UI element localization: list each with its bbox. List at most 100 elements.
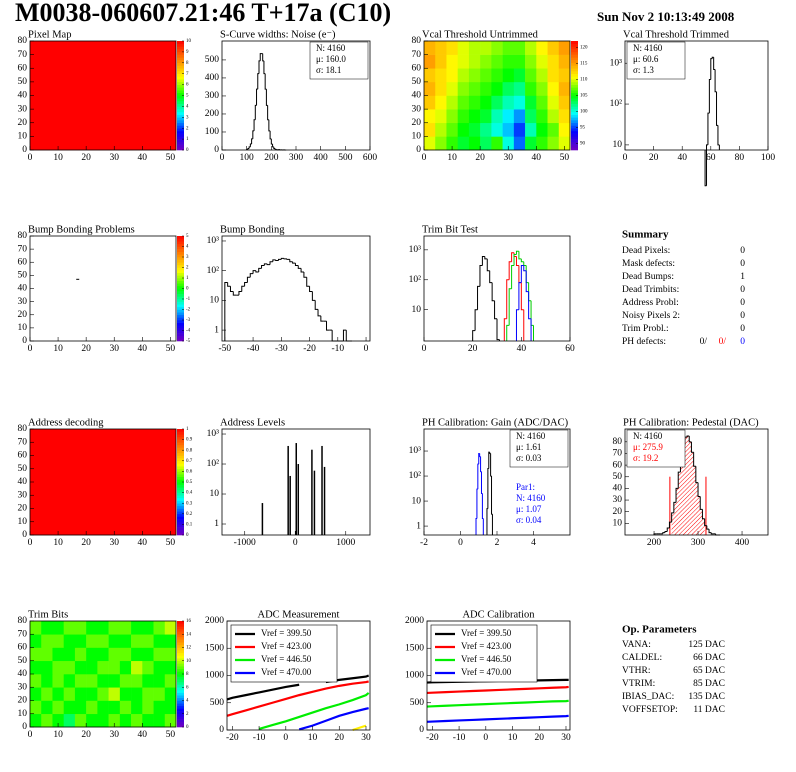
stats-line: μ: 160.0 <box>316 54 346 64</box>
histogram-bin <box>491 476 493 515</box>
colorbar-strip <box>177 495 184 499</box>
heat-cell <box>547 95 560 110</box>
y-tick-label: 70 <box>18 437 28 447</box>
colorbar-strip <box>177 338 184 342</box>
colorbar-strip <box>177 65 184 69</box>
colorbar-label: 0 <box>186 725 189 730</box>
colorbar-label: 5 <box>186 234 189 239</box>
histogram-bin <box>314 300 319 310</box>
histogram-bin <box>506 279 510 319</box>
histogram-bin <box>695 466 699 484</box>
heat-cell <box>468 54 481 69</box>
histogram-bin <box>520 282 524 311</box>
colorbar-strip <box>177 511 184 515</box>
colorbar-strip <box>571 51 578 55</box>
y-tick-label: 10 <box>210 489 220 499</box>
heat-cell <box>52 634 64 648</box>
heat-cell <box>446 95 458 110</box>
heat-cell <box>41 660 53 675</box>
y-tick-label: 50 <box>18 271 28 281</box>
colorbar-strip <box>177 503 184 507</box>
x-tick-label: 400 <box>314 153 329 163</box>
colorbar-strip <box>177 674 184 677</box>
x-tick-label: 0 <box>422 344 427 354</box>
panel-title: S-Curve widths: Noise (e⁻) <box>220 29 336 40</box>
heat-cell <box>502 41 515 55</box>
heat-cell <box>119 713 132 728</box>
colorbar-strip <box>177 442 184 446</box>
x-tick-label: 30 <box>109 538 119 548</box>
heat-cell <box>547 109 560 124</box>
summary-value: 0 <box>740 259 745 269</box>
colorbar-label: 0.6 <box>186 470 193 475</box>
heat-cell <box>52 687 64 701</box>
colorbar-strip <box>177 62 184 66</box>
histogram-bin <box>508 288 512 326</box>
stats-line: σ: 0.03 <box>516 453 542 463</box>
fit-fill <box>691 452 694 535</box>
colorbar-strip <box>177 676 184 680</box>
colorbar-strip <box>177 439 184 443</box>
y-tick-label: 10 <box>412 132 422 142</box>
parameter-value: 65 DAC <box>693 666 725 676</box>
heat-cell <box>97 713 109 728</box>
summary-value: 0 <box>740 246 745 256</box>
heat-cell <box>63 674 76 688</box>
summary-value: 0/ <box>700 337 708 347</box>
fit-fill <box>698 496 701 535</box>
x-tick-label: 0 <box>623 153 628 163</box>
y-tick-label: 20 <box>18 504 28 514</box>
colorbar-strip <box>177 455 184 459</box>
heat-cell <box>74 674 87 688</box>
heat-cell <box>435 81 447 96</box>
colorbar-label: 6 <box>186 685 189 690</box>
y-tick-label: 500 <box>205 55 220 65</box>
summary-label: Dead Bumps: <box>622 272 674 282</box>
heat-cell <box>30 660 42 675</box>
x-tick-label: 50 <box>166 538 176 548</box>
colorbar-strip <box>177 139 184 143</box>
histogram-bin <box>520 264 524 283</box>
heat-cell <box>525 122 537 137</box>
histogram-bin <box>249 143 252 147</box>
y-tick-label: 40 <box>412 91 422 101</box>
heat-cell <box>30 41 177 151</box>
colorbar-strip <box>177 650 184 654</box>
colorbar-strip <box>177 497 184 501</box>
colorbar-strip <box>177 431 184 435</box>
histogram-bin <box>511 252 515 262</box>
x-tick-label: 10 <box>308 733 318 743</box>
y-tick-label: 20 <box>18 310 28 320</box>
colorbar-strip <box>177 721 184 725</box>
x-tick-label: 10 <box>53 730 63 740</box>
histogram-bin <box>297 265 302 269</box>
stats-line: μ: 275.9 <box>633 442 663 452</box>
stats-line: σ: 0.04 <box>516 515 542 525</box>
histogram-bin <box>306 277 310 287</box>
colorbar-strip <box>177 322 184 326</box>
colorbar-strip <box>177 109 184 113</box>
y-tick-label: 0 <box>22 145 27 155</box>
histogram-bin <box>280 257 285 260</box>
stats-line: N: 4160 <box>316 43 346 53</box>
parameter-value: 66 DAC <box>693 653 725 663</box>
series-line <box>426 685 569 695</box>
colorbar-strip <box>177 519 184 523</box>
colorbar-strip <box>177 241 184 245</box>
heat-cell <box>153 700 166 715</box>
y-tick-label: 10 <box>613 519 623 529</box>
summary-label: Noisy Pixels 2: <box>622 311 680 321</box>
colorbar-strip <box>177 436 184 440</box>
colorbar-strip <box>177 452 184 456</box>
colorbar-strip <box>177 628 184 632</box>
histogram-bin <box>699 496 703 510</box>
histogram-bin <box>244 282 248 287</box>
plot-frame <box>624 40 769 151</box>
summary-value: 0/ <box>719 337 727 347</box>
fit-fill <box>671 512 674 535</box>
colorbar-label: 0.3 <box>186 501 193 506</box>
colorbar-strip <box>177 529 184 533</box>
histogram-bin <box>474 309 478 331</box>
heat-cell <box>86 660 98 675</box>
x-tick-label: 0 <box>364 344 369 354</box>
